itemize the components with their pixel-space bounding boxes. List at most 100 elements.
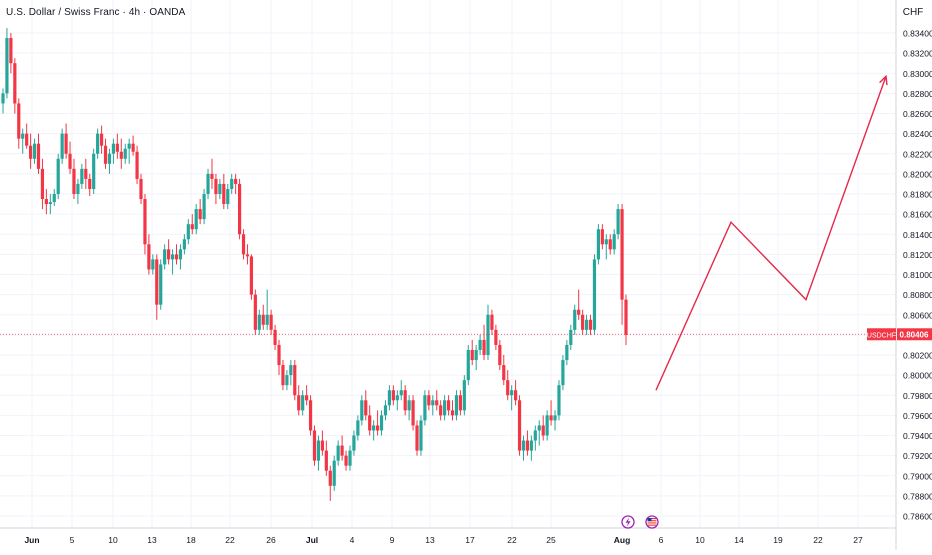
y-tick-label: 0.83000 (903, 69, 932, 79)
y-tick-label: 0.82200 (903, 149, 932, 159)
candle-body (478, 339, 482, 350)
candle-body (230, 178, 234, 189)
candles (1, 27, 628, 501)
candle-body (577, 309, 581, 315)
candle-body (151, 259, 155, 270)
candle-body (40, 168, 45, 200)
y-tick-label: 0.79000 (903, 471, 932, 481)
y-tick-label: 0.80000 (903, 371, 932, 381)
candle-body (119, 151, 123, 159)
y-tick-label: 0.79800 (903, 391, 932, 401)
candle-body (301, 395, 305, 411)
candle-body (533, 430, 537, 441)
candle-body (5, 38, 9, 94)
candle-body (48, 202, 52, 205)
x-tick-label: 10 (695, 535, 705, 545)
candle-body (308, 400, 313, 431)
candle-body (458, 395, 462, 411)
x-tick-label: 10 (108, 535, 118, 545)
lightning-icon[interactable] (621, 515, 635, 529)
candle-body (92, 153, 96, 189)
candle-body (253, 294, 257, 330)
candle-body (143, 199, 147, 245)
candle-body (435, 400, 439, 406)
candle-body (285, 375, 289, 386)
projection-path (655, 74, 888, 391)
y-tick-label: 0.78800 (903, 491, 932, 501)
candle-body (32, 143, 37, 159)
candle-body (379, 415, 384, 431)
x-tick-label: 22 (507, 535, 517, 545)
x-tick-label: 5 (70, 535, 75, 545)
x-tick-label: 22 (225, 535, 235, 545)
candle-body (115, 143, 119, 152)
y-tick-label: 0.79600 (903, 411, 932, 421)
candle-body (13, 63, 17, 104)
candle-body (407, 400, 411, 411)
candle-body (510, 390, 514, 396)
x-tick-label: Aug (614, 535, 631, 545)
x-tick-label: 13 (425, 535, 435, 545)
candle-body (561, 360, 565, 386)
us-flag-icon[interactable] (645, 515, 659, 529)
candle-body (328, 470, 332, 486)
candle-body (320, 440, 324, 451)
candle-body (498, 344, 502, 366)
candle-body (88, 178, 92, 189)
candle-body (139, 178, 143, 200)
candle-body (167, 249, 171, 260)
candle-body (186, 224, 190, 240)
candle-body (44, 199, 48, 205)
candle-body (482, 339, 486, 355)
x-tick-label: 27 (853, 535, 863, 545)
candle-body (135, 151, 139, 179)
event-icons[interactable] (621, 515, 659, 529)
candle-body (198, 209, 202, 220)
candle-body (517, 400, 522, 451)
candle-body (486, 314, 490, 355)
candle-body (443, 400, 447, 416)
candle-body (249, 256, 254, 295)
us-flag-icon-ring (645, 515, 659, 529)
candle-body (56, 158, 60, 194)
candle-body (324, 450, 328, 471)
candle-body (281, 365, 285, 386)
candle-body (289, 365, 293, 376)
x-tick-label: 22 (813, 535, 823, 545)
candle-body (80, 168, 84, 184)
candle-body (123, 148, 127, 159)
x-tick-label: 6 (659, 535, 664, 545)
candle-body (237, 183, 242, 235)
last-price-tag-bg (897, 328, 932, 341)
candle-body (494, 329, 498, 345)
candle-body (439, 405, 443, 416)
last-price-tag: 0.80406 (900, 330, 929, 339)
candle-body (545, 415, 549, 436)
x-tick-label: 14 (734, 535, 744, 545)
candle-body (364, 400, 368, 416)
candle-body (375, 425, 380, 431)
candle-body (624, 299, 628, 335)
candle-body (454, 395, 459, 416)
candle-body (194, 209, 198, 230)
us-flag-stripe (647, 518, 657, 520)
candle-body (293, 365, 297, 396)
candle-body (462, 380, 466, 411)
candle-body (368, 415, 372, 431)
currency-label[interactable]: CHF (902, 7, 924, 18)
candle-body (277, 344, 281, 366)
candle-body (107, 153, 112, 164)
candle-body (17, 103, 21, 139)
projection-line (655, 76, 887, 391)
candle-body (84, 168, 88, 179)
candle-body (383, 405, 388, 416)
candle-body (608, 239, 612, 250)
candle-body (241, 234, 246, 255)
candle-body (36, 143, 41, 169)
candle-body (68, 153, 72, 169)
candle-body (234, 178, 238, 184)
candle-body (265, 314, 269, 325)
